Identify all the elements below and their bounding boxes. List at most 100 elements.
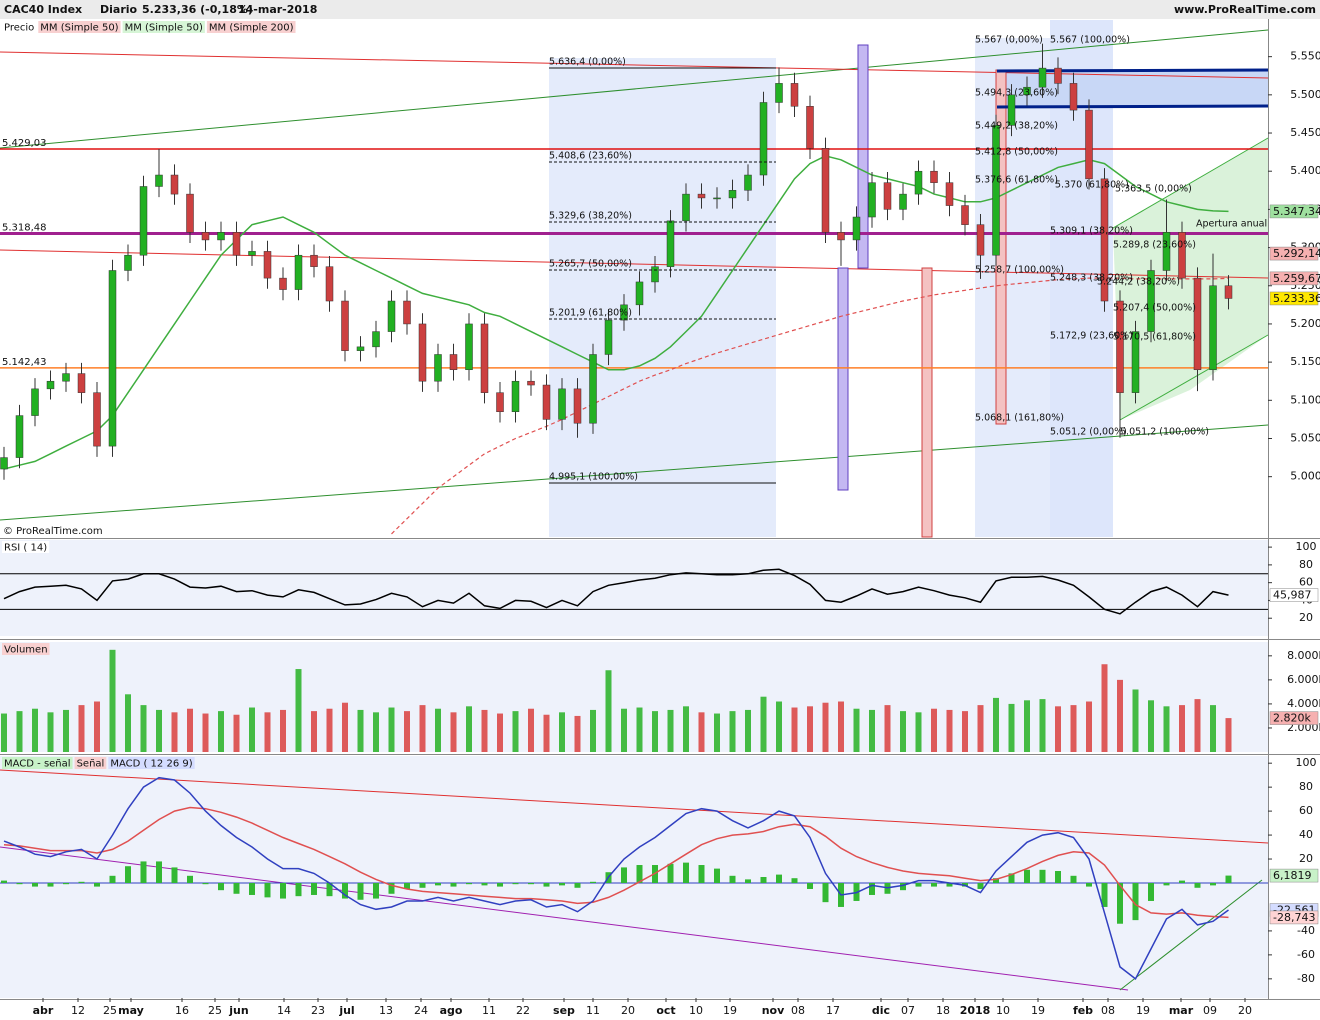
marker-box (921, 267, 933, 538)
value-tag (1269, 588, 1319, 602)
candle-body (0, 457, 8, 470)
volume-bar (357, 709, 364, 752)
candle-body (558, 388, 566, 420)
volume-bar (1, 713, 7, 752)
candle-body (294, 254, 303, 290)
volume-bar (187, 708, 193, 752)
value-tag-label: 5.347,34 (1273, 205, 1320, 218)
volume-bar (1008, 703, 1015, 752)
candle-body (682, 193, 690, 222)
x-tick-label: jul (338, 1004, 354, 1017)
histogram-bar (528, 882, 534, 885)
resistance-line (996, 68, 1269, 73)
fib-label: 5.408,6 (23,60%) (549, 151, 632, 162)
candle-body (728, 190, 737, 199)
volume-bar (962, 711, 968, 752)
trend-line (0, 249, 1269, 279)
volume-bar (295, 669, 302, 752)
level-label: 5.429,03 (2, 138, 47, 149)
histogram-bar (125, 866, 131, 883)
value-tag-label: -28,743 (1273, 911, 1315, 924)
histogram-bar (264, 882, 271, 898)
histogram-bar (326, 882, 333, 897)
y-tick-label: 5.500 (1290, 88, 1320, 101)
volume-bar (853, 708, 860, 752)
candle-body (868, 182, 876, 218)
volume-bar (776, 701, 782, 752)
legend-label: MM (Simple 200) (209, 23, 294, 34)
histogram-bar (621, 867, 627, 883)
fib-label: 5.363,5 (0,00%) (1115, 184, 1192, 195)
candle-body (930, 170, 938, 183)
resistance-line (996, 104, 1269, 109)
fib-label: 5.248,3 (38,20%) (1050, 273, 1133, 284)
volume-bar (1148, 700, 1154, 752)
volume-bar (63, 709, 69, 752)
x-tick-label: 11 (482, 1004, 496, 1017)
candle-body (635, 281, 644, 306)
x-tick-label: 12 (71, 1004, 85, 1017)
marker-box (857, 44, 869, 269)
y-tick-label: -60 (1297, 948, 1315, 961)
x-tick-label: 19 (723, 1004, 737, 1017)
histogram-bar (1, 880, 7, 883)
histogram-bar (822, 882, 829, 903)
volume-bar (714, 713, 720, 752)
y-tick-label: 60 (1299, 576, 1313, 589)
histogram-bar (559, 882, 565, 886)
volume-bar (605, 670, 612, 752)
candle-body (186, 193, 194, 233)
candle-body (465, 323, 473, 371)
fib-label: 5.449,2 (38,20%) (975, 121, 1058, 132)
x-tick-label: 10 (689, 1004, 703, 1017)
volume-bar (946, 709, 953, 752)
trend-line (0, 846, 1129, 991)
histogram-bar (342, 882, 348, 899)
volume-bar (869, 709, 875, 752)
histogram-bar (295, 882, 302, 897)
candle-body (775, 83, 783, 103)
x-tick-label: 18 (936, 1004, 950, 1017)
candle-body (744, 174, 752, 191)
candle-body (883, 182, 892, 210)
histogram-bar (1148, 882, 1154, 901)
legend-label: MM (Simple 50) (125, 23, 203, 34)
fib-label: 5.567 (0,00%) (975, 35, 1043, 46)
volume-bar (342, 702, 348, 752)
volume-bar (140, 705, 147, 752)
x-tick-label: nov (762, 1004, 785, 1017)
histogram-bar (1055, 871, 1061, 883)
histogram-bar (869, 882, 875, 895)
volume-bar (156, 709, 162, 752)
candle-body (1224, 285, 1233, 299)
volume-bar (450, 712, 457, 752)
histogram-bar (1101, 882, 1108, 907)
value-tag-label: 5.292,14 (1273, 247, 1320, 260)
histogram-bar (807, 882, 813, 889)
candle-body (790, 83, 799, 107)
volume-bar (993, 697, 999, 752)
histogram-bar (512, 882, 519, 885)
volume-bar (94, 701, 100, 752)
fib-label: 5.068,1 (161,80%) (975, 413, 1064, 424)
histogram-bar (218, 882, 224, 891)
value-tag-label: 2.820k (1273, 712, 1311, 725)
histogram-bar (1225, 875, 1232, 883)
volume-bar (280, 709, 286, 752)
histogram-bar (94, 882, 100, 887)
histogram-bar (388, 882, 395, 894)
y-tick-label: 5.050 (1290, 431, 1320, 444)
histogram-bar (683, 862, 689, 883)
x-tick-label: feb (1073, 1004, 1093, 1017)
volume-bar (481, 709, 488, 752)
histogram-bar (32, 882, 38, 887)
candle-body (248, 251, 256, 256)
legend-box (2, 541, 50, 553)
histogram-bar (404, 882, 410, 889)
histogram-bar (667, 863, 674, 883)
y-tick-label: 20 (1299, 852, 1313, 865)
x-tick-label: 10 (996, 1004, 1010, 1017)
histogram-bar (1179, 880, 1185, 883)
x-tick-label: abr (33, 1004, 54, 1017)
volume-bar (884, 705, 891, 752)
